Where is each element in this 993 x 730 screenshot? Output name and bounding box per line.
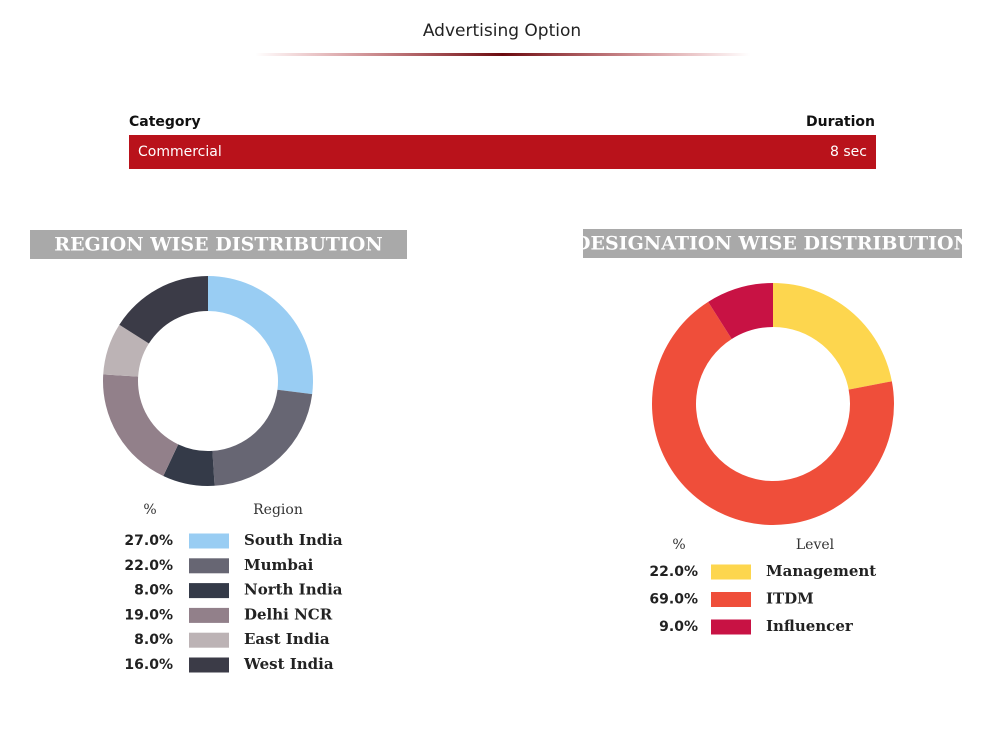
legend-header: %	[143, 502, 156, 518]
legend-value: 8.0%	[134, 583, 173, 599]
section-title-bar	[30, 230, 407, 259]
legend-swatch	[711, 592, 751, 607]
donut-slice	[103, 374, 179, 477]
legend-label: Management	[766, 562, 876, 580]
legend-value: 22.0%	[649, 564, 698, 580]
legend-header: %	[672, 537, 685, 553]
donut-slice	[119, 276, 208, 344]
legend-swatch	[189, 533, 229, 549]
table-cell: Commercial	[138, 144, 222, 160]
legend-value: 22.0%	[124, 558, 173, 574]
legend-swatch	[711, 564, 751, 580]
legend-value: 27.0%	[124, 533, 173, 549]
legend-value: 8.0%	[134, 632, 173, 648]
legend-swatch	[189, 558, 229, 574]
title-rule	[255, 53, 750, 56]
donut-slice	[708, 283, 773, 339]
legend-swatch	[189, 632, 229, 648]
legend-label: ITDM	[766, 590, 814, 608]
donut-slice	[652, 301, 895, 526]
legend-value: 69.0%	[649, 592, 698, 608]
section-title-bar	[583, 229, 962, 258]
table-row	[129, 135, 876, 169]
legend-swatch	[711, 619, 751, 635]
donut-slice	[773, 283, 892, 390]
page-title: Advertising Option	[423, 21, 581, 41]
legend-value: 9.0%	[659, 619, 698, 635]
legend-value: 16.0%	[124, 657, 173, 673]
legend-label: Delhi NCR	[244, 605, 333, 623]
legend-value: 19.0%	[124, 607, 173, 623]
table-header: Duration	[806, 114, 875, 130]
legend-label: Influencer	[766, 617, 854, 635]
legend-header: Region	[253, 502, 303, 518]
section-title: DESIGNATION WISE DISTRIBUTION	[574, 233, 971, 255]
legend-label: West India	[243, 655, 334, 673]
legend-swatch	[189, 657, 229, 673]
donut-slice	[163, 444, 215, 486]
donut-slice	[208, 276, 314, 395]
section-title: REGION WISE DISTRIBUTION	[54, 234, 382, 256]
legend-label: South India	[244, 531, 343, 549]
legend-label: Mumbai	[244, 556, 314, 574]
donut-slice	[212, 389, 313, 486]
table-header: Category	[129, 114, 201, 130]
legend-label: North India	[244, 581, 343, 599]
legend-header: Level	[796, 537, 835, 553]
donut-slice	[103, 324, 149, 377]
legend-swatch	[189, 607, 229, 623]
table-cell: 8 sec	[830, 144, 867, 160]
legend-swatch	[189, 583, 229, 599]
legend-label: East India	[244, 630, 330, 648]
